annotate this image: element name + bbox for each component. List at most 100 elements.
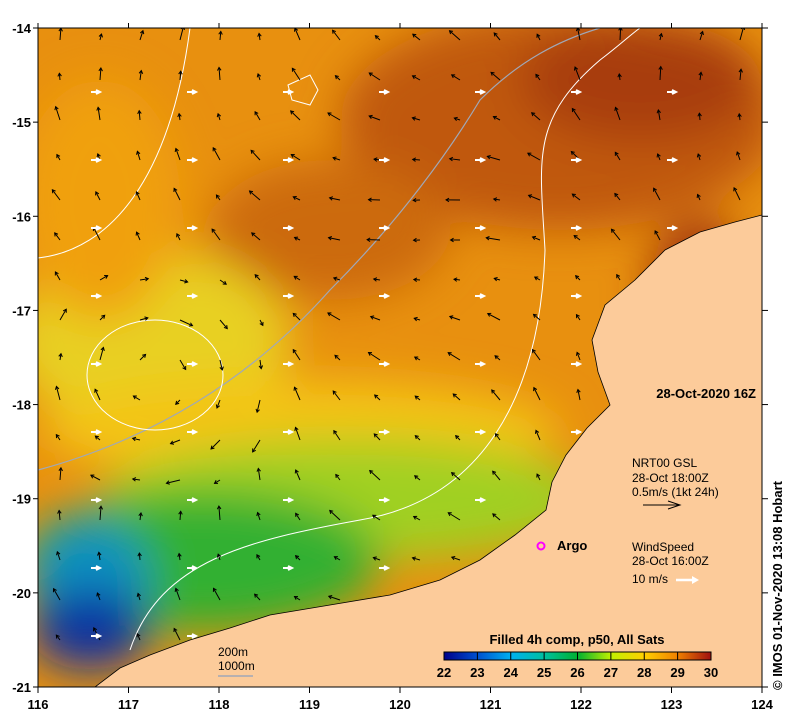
current-arrow	[294, 596, 301, 601]
current-arrowhead	[98, 505, 104, 510]
current-arrow	[333, 430, 341, 441]
current-arrowhead	[252, 448, 256, 453]
current-arrowhead	[169, 440, 175, 445]
current-arrowhead	[413, 356, 419, 361]
current-arrow	[533, 387, 541, 401]
current-arrow	[139, 317, 148, 321]
current-arrow	[290, 110, 301, 121]
current-arrowhead	[175, 400, 180, 405]
wind-arrow	[283, 293, 295, 299]
x-tick-label: 120	[389, 697, 411, 712]
current-arrow	[414, 395, 421, 401]
current-arrowhead	[658, 65, 663, 70]
wind-arrow	[283, 497, 295, 503]
current-arrow	[375, 35, 381, 41]
current-arrowhead	[295, 512, 300, 517]
bathy-200m-contour	[38, 28, 601, 471]
current-arrow	[210, 439, 221, 450]
current-arrow	[615, 107, 621, 121]
wind-legend-line1: WindSpeed	[632, 540, 694, 554]
wind-arrow	[283, 157, 295, 163]
current-arrowhead	[494, 432, 499, 438]
current-arrow	[212, 147, 221, 161]
current-arrowhead	[414, 395, 419, 400]
current-arrowhead	[576, 388, 581, 394]
current-arrow	[179, 279, 188, 283]
bathy-legend-1000m: 1000m	[218, 659, 255, 673]
current-arrow	[179, 28, 184, 41]
current-arrowhead	[327, 236, 333, 241]
current-arrow	[328, 237, 341, 241]
current-arrow	[259, 359, 262, 369]
current-arrow	[374, 394, 381, 401]
current-arrowhead	[144, 316, 149, 321]
colorbar-tick-label: 26	[570, 665, 584, 680]
current-arrow	[56, 551, 61, 561]
current-arrow	[99, 33, 102, 41]
colorbar-ticks: 22 23 24 25 26 27 28 29 30	[437, 652, 718, 680]
current-arrowhead	[178, 70, 183, 75]
current-arrowhead	[616, 273, 621, 279]
current-arrow	[492, 513, 501, 521]
current-arrow	[179, 71, 182, 81]
current-arrow	[451, 472, 461, 481]
current-arrow	[292, 349, 301, 361]
current-arrowhead	[373, 157, 378, 162]
current-arrow	[178, 113, 181, 121]
wind-arrow	[283, 225, 295, 231]
current-arrow	[697, 194, 701, 201]
current-arrowhead	[293, 596, 299, 600]
current-arrow	[369, 470, 381, 481]
wind-arrow	[187, 497, 199, 503]
current-arrowhead	[733, 186, 738, 192]
current-arrowhead	[413, 475, 419, 480]
current-arrow	[139, 70, 142, 81]
current-arrow	[327, 312, 341, 321]
current-arrow	[175, 399, 181, 405]
current-arrowhead	[698, 71, 703, 76]
current-arrowhead	[367, 351, 373, 356]
current-arrow	[573, 235, 581, 241]
current-arrow	[657, 109, 661, 121]
current-arrowhead	[327, 312, 332, 317]
current-arrowhead	[55, 433, 60, 439]
current-arrowhead	[250, 149, 255, 154]
wind-arrow	[475, 157, 487, 163]
current-arrowhead	[54, 232, 59, 237]
current-arrowhead	[450, 74, 456, 79]
current-arrowhead	[217, 66, 222, 71]
wind-arrow	[475, 293, 487, 299]
y-tick-label: -19	[12, 492, 31, 507]
current-arrow	[136, 633, 141, 641]
current-arrow	[738, 113, 741, 121]
current-arrowhead	[292, 195, 297, 200]
current-arrowhead	[371, 514, 377, 519]
current-arrow	[258, 33, 261, 41]
current-arrowhead	[96, 153, 101, 158]
current-arrow	[170, 439, 181, 445]
current-arrow	[534, 276, 541, 281]
current-arrow	[179, 359, 187, 370]
current-arrowhead	[654, 230, 659, 235]
argo-float-marker	[536, 541, 546, 551]
current-arrowhead	[414, 435, 419, 440]
wind-arrow	[91, 89, 103, 95]
current-arrowhead	[332, 156, 337, 161]
x-tick-label: 117	[118, 697, 139, 712]
wind-arrow	[91, 361, 103, 367]
current-arrow	[218, 67, 221, 81]
wind-arrow	[379, 157, 391, 163]
current-arrow	[59, 308, 67, 321]
current-arrow	[217, 554, 221, 561]
current-arrow	[575, 275, 581, 281]
current-arrowhead	[447, 512, 452, 517]
current-arrowhead	[656, 109, 661, 114]
current-arrow	[291, 154, 301, 161]
current-arrowhead	[574, 275, 580, 280]
current-arrow	[332, 29, 341, 41]
current-arrow	[577, 389, 581, 401]
current-arrow	[179, 511, 182, 521]
current-arrow	[532, 349, 541, 361]
current-arrowhead	[292, 348, 297, 354]
